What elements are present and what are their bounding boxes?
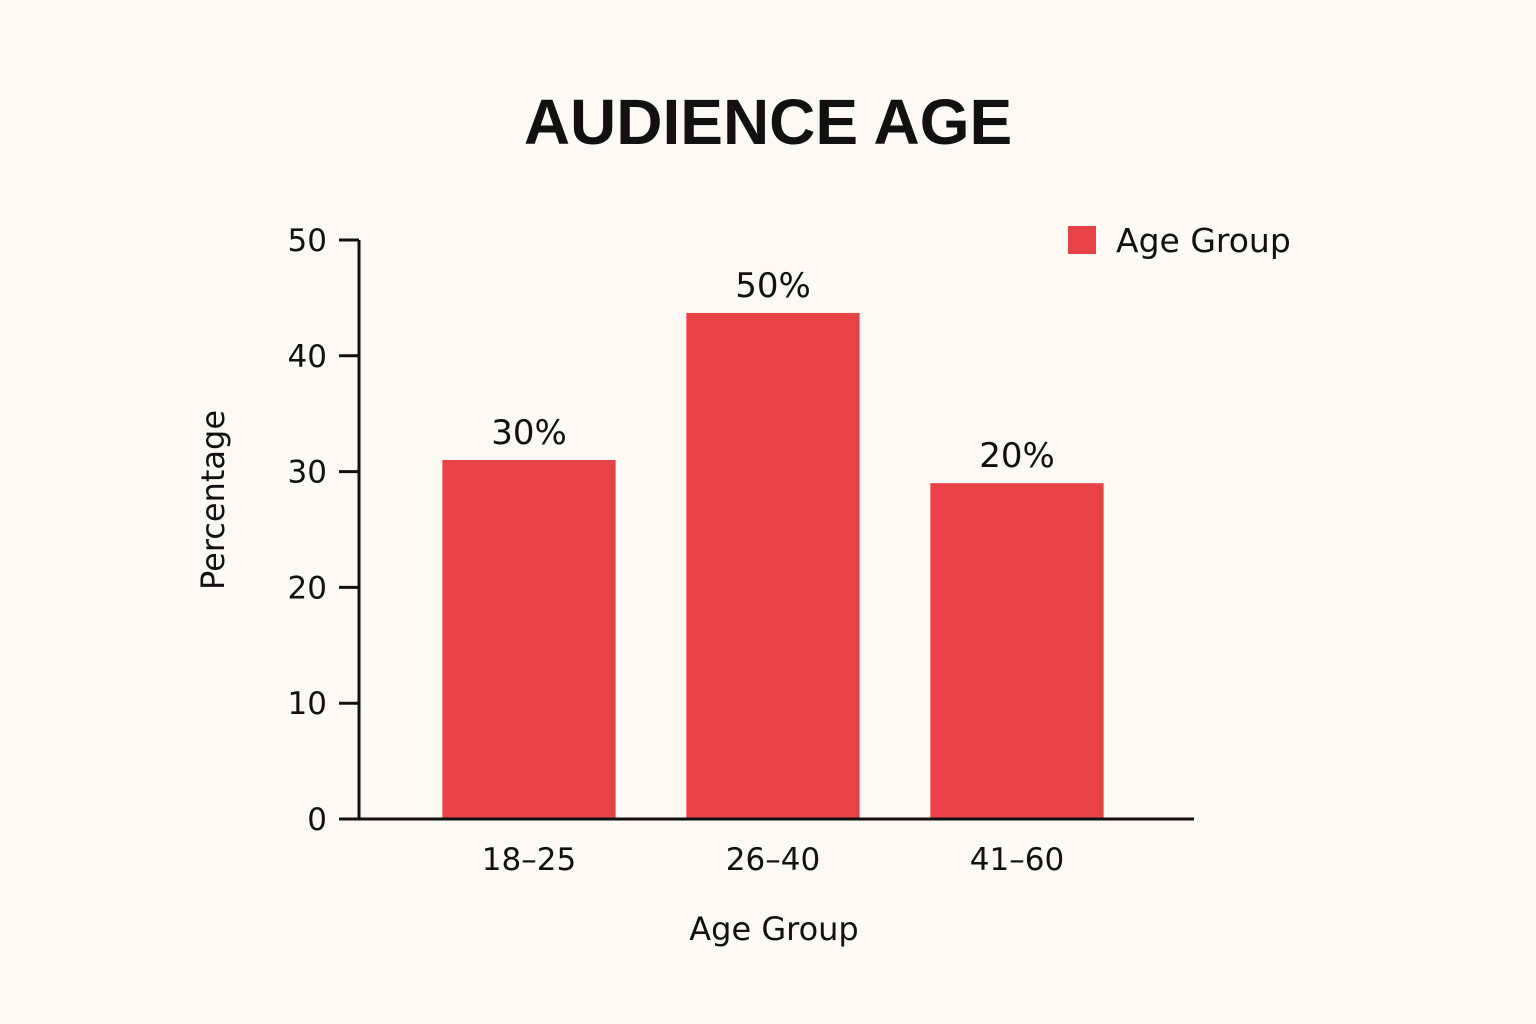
chart-title: AUDIENCE AGE xyxy=(524,86,1012,158)
y-tick-label: 0 xyxy=(307,802,327,838)
bar-value-label: 50% xyxy=(735,266,811,306)
bar xyxy=(686,312,860,819)
x-axis-label: Age Group xyxy=(689,910,858,948)
x-axis-ticks: 18–25 26–40 41–60 xyxy=(482,842,1064,878)
y-axis-ticks: 0 10 20 30 40 50 xyxy=(288,223,359,838)
legend: Age Group xyxy=(1068,221,1291,260)
y-axis-label: Percentage xyxy=(194,410,232,590)
bar-value-label: 20% xyxy=(979,436,1055,476)
y-tick-label: 10 xyxy=(288,686,327,722)
legend-swatch xyxy=(1068,226,1096,254)
bar-value-label: 30% xyxy=(491,413,567,453)
x-tick-label: 26–40 xyxy=(726,842,820,878)
y-tick-label: 50 xyxy=(288,223,327,259)
legend-label: Age Group xyxy=(1116,221,1291,260)
bar xyxy=(442,460,616,819)
y-tick-label: 40 xyxy=(288,339,327,375)
y-tick-label: 30 xyxy=(288,455,327,491)
bars: 30% 50% 20% xyxy=(442,266,1104,819)
bar xyxy=(930,483,1104,819)
y-tick-label: 20 xyxy=(288,570,327,606)
x-tick-label: 41–60 xyxy=(970,842,1064,878)
x-tick-label: 18–25 xyxy=(482,842,576,878)
